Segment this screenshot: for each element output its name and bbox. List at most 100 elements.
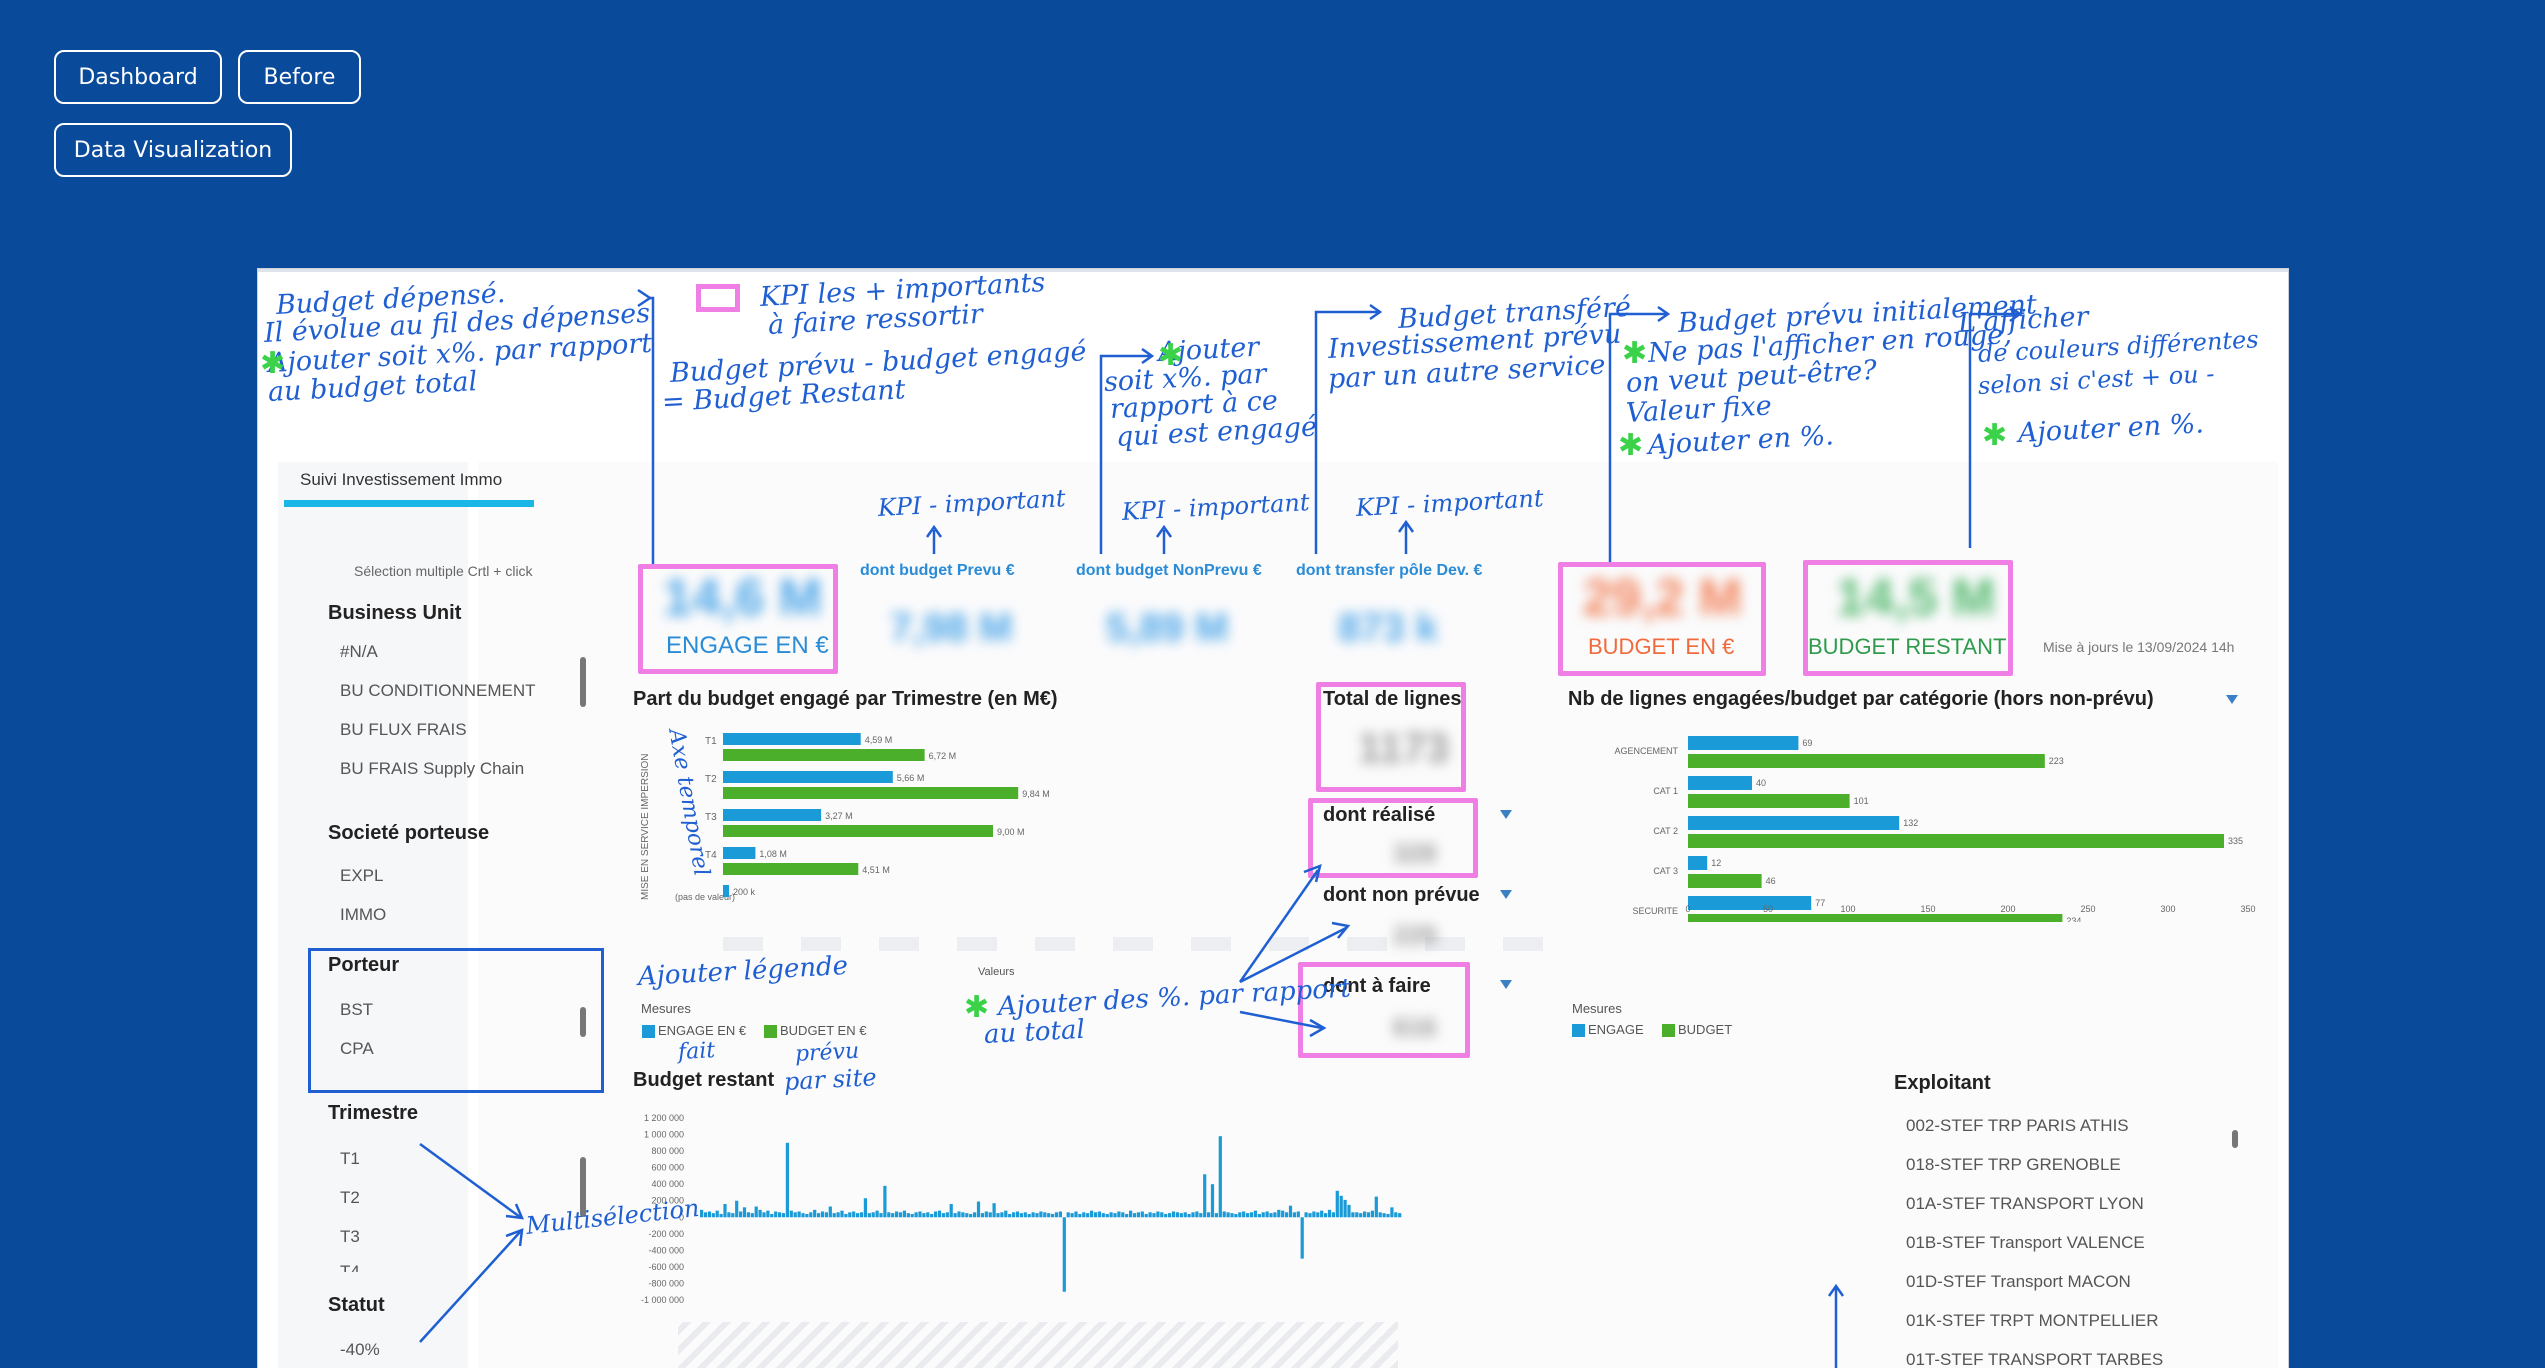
chart3-bar (1288, 1205, 1293, 1218)
arrow-line (419, 1142, 521, 1219)
kpi-transfer-label: dont transfer pôle Dev. € (1296, 562, 1483, 579)
chart3-bar (1238, 1212, 1242, 1218)
slicer-item[interactable]: T2 (340, 1188, 360, 1207)
chart3-bar (836, 1212, 840, 1218)
chart3-bar (1386, 1213, 1390, 1218)
chart3-bar (1086, 1213, 1090, 1218)
exploitant-scrollbar[interactable] (2232, 1130, 2238, 1148)
data-visualization-button[interactable]: Data Visualization (54, 123, 292, 177)
slicer-scrollbar[interactable] (580, 657, 586, 707)
chart3-bar (1000, 1212, 1004, 1218)
chart3-bar (984, 1211, 988, 1218)
lines-non-prevue-value: 229 (1393, 920, 1437, 950)
chart1-data-label: 200 k (733, 887, 756, 897)
exploitant-item[interactable]: 01D-STEF Transport MACON (1906, 1272, 2131, 1291)
slicer-item[interactable]: T4 (340, 1262, 360, 1272)
chart3-bar (789, 1210, 793, 1218)
filter-icon[interactable] (1500, 810, 1512, 819)
chart3-bar (980, 1213, 984, 1218)
chart1-bar (723, 733, 861, 745)
kpi-budget-prevu-label: dont budget Prevu € (860, 562, 1015, 579)
arrow-head (1369, 303, 1383, 321)
chart3-bar (1222, 1211, 1226, 1218)
chart3-bar (742, 1207, 747, 1218)
slicer-item[interactable]: CPA (340, 1039, 374, 1058)
chart3-bar (875, 1210, 879, 1218)
arrow-head (505, 1228, 524, 1247)
chart3-bar (1074, 1211, 1078, 1218)
chart3-bar (1269, 1213, 1273, 1218)
chart3-bar (1308, 1213, 1312, 1218)
chart3-bar (1277, 1209, 1281, 1218)
chart3-svg: 1 200 000 1 000 000 800 000 600 000 400 000 2… (641, 1113, 1402, 1305)
exploitant-item[interactable]: 01T-STEF TRANSPORT TARBES (1906, 1350, 2164, 1368)
slicer-item[interactable]: BST (340, 1000, 374, 1019)
slicer-item[interactable]: BU FRAIS Supply Chain (340, 759, 525, 778)
exploitant-item[interactable]: 01B-STEF Transport VALENCE (1906, 1233, 2145, 1252)
chart3-bar (1097, 1211, 1101, 1218)
dashboard-button[interactable]: Dashboard (54, 50, 222, 104)
slicer-item[interactable]: #N/A (340, 642, 378, 661)
chart3-bar (781, 1213, 786, 1218)
chart3-bar (1359, 1213, 1363, 1218)
exploitant-item[interactable]: 002-STEF TRP PARIS ATHIS (1906, 1116, 2129, 1135)
chart2-tick-label: 50 (1763, 904, 1773, 914)
legend-label-engage: ENGAGE EN € (658, 1023, 747, 1038)
report-tab-title[interactable]: Suivi Investissement Immo (300, 470, 503, 489)
chart3-bar (832, 1213, 836, 1218)
chart3-bar (1164, 1213, 1168, 1218)
chart3-bar (817, 1213, 821, 1218)
exploitant-item[interactable]: 018-STEF TRP GRENOBLE (1906, 1155, 2121, 1174)
chart3-bar (1019, 1213, 1023, 1218)
legend-label-engage-short: ENGAGE (1588, 1022, 1644, 1037)
slicer-item[interactable]: T3 (340, 1227, 360, 1246)
chart2-cat-label: AGENCEMENT (1614, 746, 1678, 756)
chart3-bar (746, 1212, 750, 1218)
chart3-bar (1281, 1210, 1285, 1218)
slicer-item[interactable]: BU FLUX FRAIS (340, 720, 467, 739)
chart3-bar (1257, 1213, 1261, 1218)
chart3-bar (1285, 1212, 1289, 1218)
chart3-bar (1132, 1213, 1137, 1218)
slicer-item[interactable]: -40% (340, 1340, 380, 1359)
slicer-item[interactable]: BU CONDITIONNEMENT (340, 681, 536, 700)
filter-icon[interactable] (1500, 890, 1512, 899)
exploitant-item[interactable]: 01A-STEF TRANSPORT LYON (1906, 1194, 2144, 1213)
filter-icon[interactable] (2226, 695, 2238, 704)
chart3-bar (766, 1210, 770, 1218)
chart3-bar (1312, 1211, 1316, 1218)
chart3-bar (957, 1211, 961, 1218)
chart3-bar (1390, 1207, 1394, 1218)
chart3-bar (988, 1212, 992, 1218)
exploitant-title: Exploitant (1894, 1072, 1991, 1094)
slicer-item[interactable]: IMMO (340, 905, 387, 924)
chart3-bar (848, 1212, 852, 1218)
chart3-bar (778, 1212, 782, 1218)
kpi-budget-label: BUDGET EN € (1588, 634, 1735, 659)
chart3-bar (976, 1201, 981, 1218)
chart3-bar (852, 1211, 856, 1218)
chart3-bar (758, 1209, 762, 1218)
chart2-bar (1688, 754, 2045, 768)
legend-swatch-engage (642, 1025, 655, 1038)
slicer-item[interactable]: T1 (340, 1149, 360, 1168)
slicer-scrollbar[interactable] (580, 1157, 586, 1217)
chart3-bar (739, 1211, 743, 1218)
chart2-tick-label: 250 (2080, 904, 2095, 914)
arrow-head (1309, 1018, 1327, 1038)
slicer-title-porteur: Porteur (328, 954, 400, 976)
chart3-bar (1171, 1211, 1176, 1218)
chart2-bar (1688, 834, 2224, 848)
filter-icon[interactable] (1500, 980, 1512, 989)
before-button[interactable]: Before (238, 50, 361, 104)
slicer-scrollbar[interactable] (580, 1007, 586, 1037)
chart2-data-label: 69 (1802, 738, 1812, 748)
chart3-bar (1242, 1211, 1246, 1218)
chart3-tick-label: 200 000 (651, 1196, 684, 1206)
chart3-bar (809, 1212, 813, 1218)
exploitant-item[interactable]: 01K-STEF TRPT MONTPELLIER (1906, 1311, 2159, 1330)
chart3-bar (1015, 1211, 1020, 1218)
chart2-cat-label: CAT 1 (1653, 786, 1678, 796)
chart3-bar (930, 1213, 934, 1218)
slicer-item[interactable]: EXPL (340, 866, 384, 885)
